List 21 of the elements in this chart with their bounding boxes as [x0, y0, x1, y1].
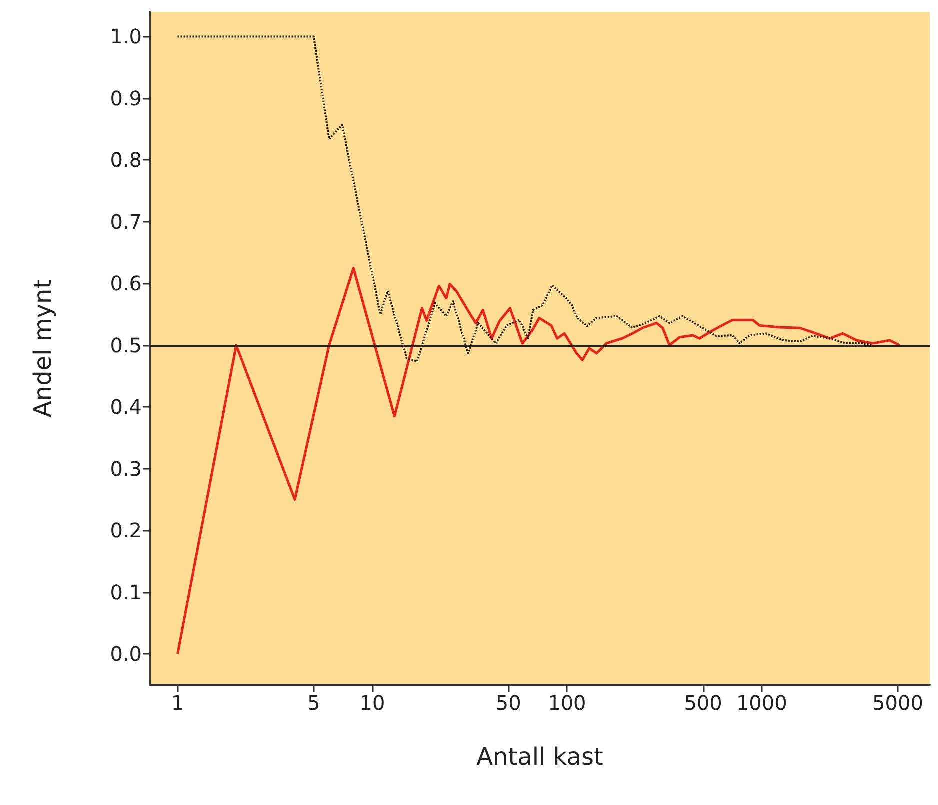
x-tick-label: 5000	[872, 691, 924, 715]
y-tick-label: 0.7	[110, 210, 142, 234]
y-tick-label: 0.4	[110, 395, 142, 420]
y-tick-label: 0.6	[110, 272, 142, 296]
x-tick-label: 1000	[736, 691, 788, 715]
y-tick-label: 0.3	[110, 456, 142, 481]
x-tick-label: 100	[548, 691, 586, 715]
y-axis-title: Andel mynt	[29, 279, 57, 418]
y-tick-label: 1.0	[110, 24, 142, 49]
x-tick-label: 50	[496, 691, 522, 715]
x-tick-label: 10	[360, 691, 386, 715]
x-tick-label: 500	[684, 691, 722, 715]
y-tick-label: 0.1	[110, 580, 142, 604]
x-tick-label: 5	[308, 691, 320, 715]
y-tick-label: 0.2	[110, 518, 142, 543]
y-tick-label: 0.8	[110, 148, 142, 172]
x-axis-title: Antall kast	[476, 743, 604, 771]
y-tick-label: 0.9	[110, 86, 142, 110]
y-tick-label: 0.0	[110, 642, 142, 666]
y-tick-label: 0.5	[110, 333, 142, 358]
x-tick-label: 1	[171, 691, 184, 715]
